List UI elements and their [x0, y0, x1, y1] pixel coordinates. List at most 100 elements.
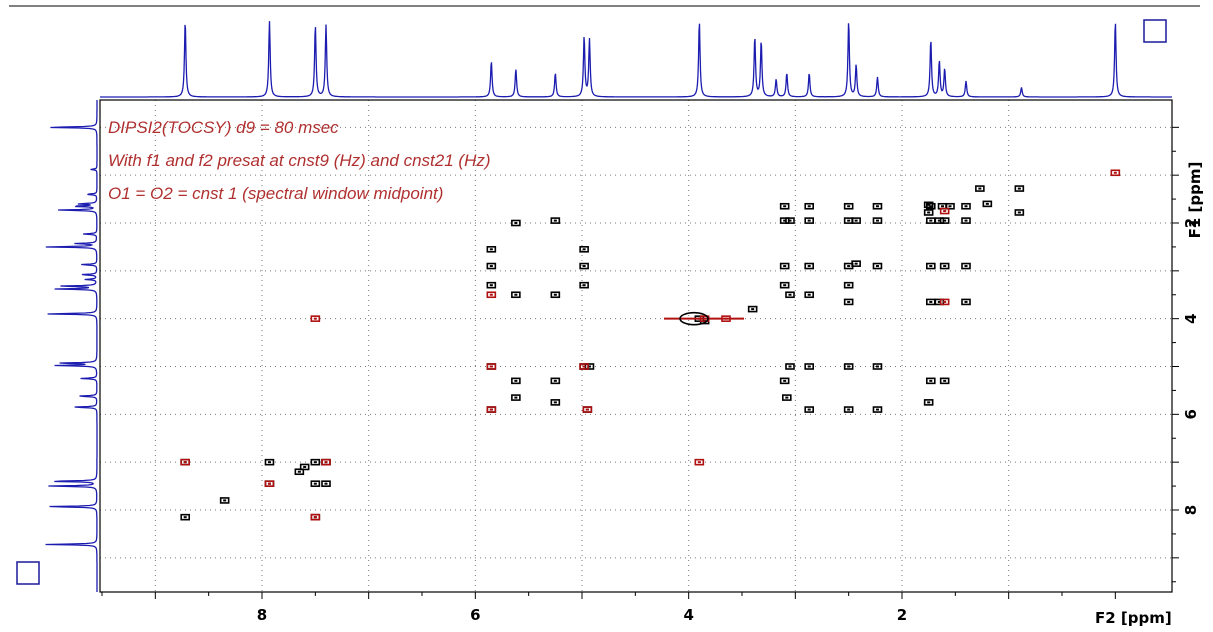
cross-peak-core: [847, 219, 851, 222]
cross-peak: [872, 406, 883, 413]
x-tick-label: 8: [257, 606, 267, 624]
cross-peak-core: [582, 265, 586, 268]
cross-peak: [321, 480, 331, 487]
cross-peak-core: [514, 379, 518, 382]
cross-peak-core: [223, 499, 227, 502]
cross-peak-core: [582, 365, 586, 368]
cross-peak-core: [489, 365, 493, 368]
cross-peak: [1014, 185, 1025, 192]
grid: [100, 100, 1172, 592]
cross-peak-core: [297, 470, 301, 473]
annotation-presaturation: With f1 and f2 presat at cnst9 (Hz) and …: [108, 151, 491, 170]
cross-peak: [843, 406, 854, 413]
cross-peak-core: [929, 265, 933, 268]
cross-peak: [939, 207, 950, 215]
cross-peak: [961, 217, 971, 224]
x-tick-label: 2: [897, 606, 907, 624]
cross-peak-core: [313, 482, 317, 485]
cross-peak-core: [875, 265, 879, 268]
y-tick-label: 4: [1182, 313, 1200, 323]
cross-peak-core: [514, 396, 518, 399]
cross-peak-core: [788, 293, 792, 296]
cross-peak-core: [875, 205, 879, 208]
cross-peak-core: [267, 461, 271, 464]
cross-peak-core: [929, 379, 933, 382]
cross-peak-core: [788, 365, 792, 368]
cross-peak: [785, 291, 795, 299]
cross-peak-core: [324, 482, 328, 485]
cross-peak-core: [303, 465, 307, 468]
cross-peak-core: [847, 284, 851, 287]
cross-peak-core: [948, 205, 952, 208]
y-tick-label: 8: [1182, 505, 1200, 515]
cross-peak: [982, 200, 993, 208]
cross-peak-core: [788, 219, 792, 222]
f2-projection-spectrum: [100, 21, 1172, 98]
cross-peak: [961, 262, 971, 270]
cross-peak-core: [582, 248, 586, 251]
cross-peak-core: [514, 293, 518, 296]
cross-peak-core: [183, 516, 187, 519]
cross-peak: [843, 363, 854, 370]
cross-peak: [310, 513, 321, 521]
cross-peak-core: [807, 293, 811, 296]
cross-peak: [294, 468, 305, 476]
cross-peak: [925, 202, 936, 210]
cross-peak: [872, 202, 883, 210]
solvent-peak: [679, 311, 709, 326]
cross-peak: [923, 209, 934, 216]
cross-peak-core: [313, 461, 317, 464]
f1-projection-trace: [45, 100, 98, 592]
cross-peak: [486, 262, 497, 270]
cross-peak-core: [807, 365, 811, 368]
cross-peak-core: [1113, 171, 1117, 174]
cross-peak: [923, 399, 934, 406]
cross-peak: [779, 281, 790, 289]
cross-peak-core: [553, 401, 557, 404]
cross-peak: [939, 217, 950, 224]
cross-peak-core: [807, 219, 811, 222]
cross-peak-core: [927, 203, 931, 206]
cross-peak-core: [929, 219, 933, 222]
cross-peak: [785, 363, 795, 370]
cross-peak: [582, 406, 593, 413]
annotation-offset: O1 = O2 = cnst 1 (spectral window midpoi…: [108, 184, 443, 203]
cross-peak: [925, 377, 936, 385]
cross-peak-core: [875, 219, 879, 222]
cross-peak: [579, 246, 589, 253]
cross-peak: [550, 399, 561, 406]
cross-peak-core: [313, 516, 317, 519]
cross-peak-core: [489, 284, 493, 287]
cross-peak-core: [1017, 187, 1021, 190]
cross-peak-core: [937, 219, 941, 222]
cross-peak: [851, 217, 861, 224]
cross-peak-core: [553, 293, 557, 296]
cross-peak-core: [807, 265, 811, 268]
cross-peak-core: [783, 205, 787, 208]
cross-peak: [872, 262, 883, 270]
cross-peak: [511, 219, 521, 227]
cross-peak-core: [783, 265, 787, 268]
cross-peak: [872, 363, 883, 370]
cross-peak: [747, 305, 758, 313]
f2-projection-trace: [100, 21, 1172, 98]
cross-peak-core: [985, 202, 989, 205]
cross-peak: [321, 458, 331, 466]
x-tick-label: 4: [683, 606, 693, 624]
cross-peak-core: [313, 317, 317, 320]
cross-peak: [264, 458, 275, 466]
cross-peak-core: [943, 300, 947, 303]
cross-peak: [872, 217, 883, 224]
cross-peak: [961, 202, 971, 210]
cross-peak: [486, 291, 497, 299]
cross-peak: [975, 185, 985, 192]
cross-peak: [550, 217, 561, 224]
cross-peak-core: [943, 265, 947, 268]
cross-peak: [843, 202, 854, 210]
cross-peak-core: [783, 219, 787, 222]
cross-peak-core: [783, 284, 787, 287]
cross-peak-core: [927, 211, 931, 214]
cross-peak: [486, 406, 497, 413]
cross-peak: [939, 377, 950, 385]
cross-peak: [843, 281, 854, 289]
